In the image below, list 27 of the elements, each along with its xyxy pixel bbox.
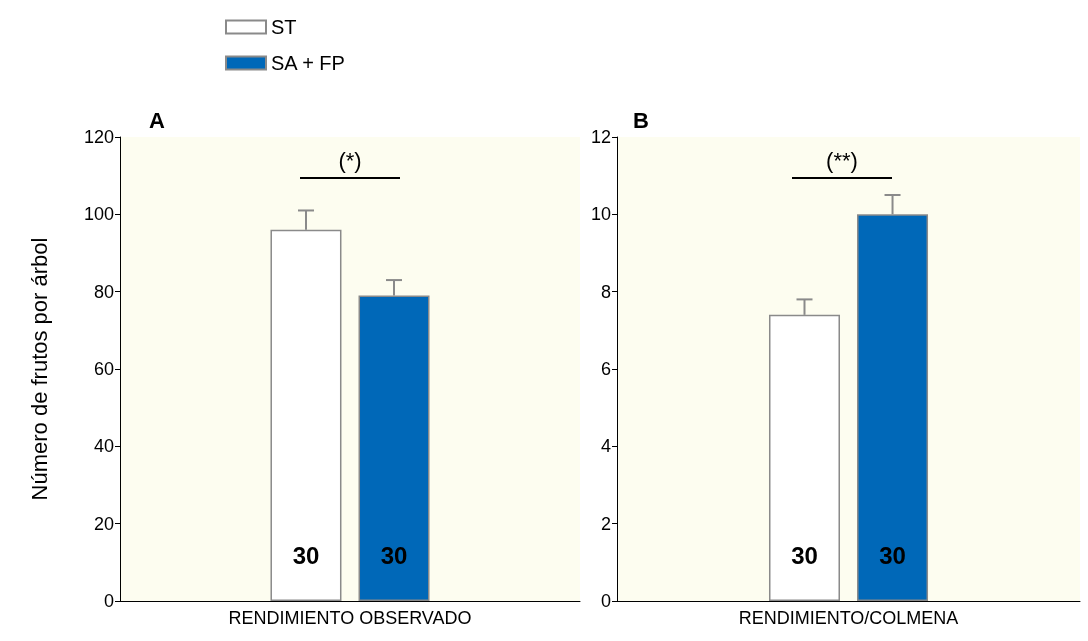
y-tick-label: 10 bbox=[590, 204, 612, 225]
annotation: (*) bbox=[337, 148, 363, 174]
y-axis-title: Número de frutos por árbol bbox=[26, 237, 52, 501]
annotation: 30 bbox=[380, 541, 408, 569]
chart-title: A bbox=[149, 107, 165, 133]
y-tick-label: 20 bbox=[93, 513, 114, 534]
y-tick-label: 60 bbox=[93, 359, 114, 379]
y-tick-label: 6 bbox=[601, 359, 612, 379]
y-tick-label: 12 bbox=[590, 127, 612, 147]
y-tick-label: 0 bbox=[103, 591, 114, 611]
y-tick-label: 4 bbox=[601, 436, 612, 457]
y-tick-label: 80 bbox=[93, 281, 114, 302]
x-tick-label: RENDIMIENTO OBSERVADO bbox=[228, 608, 472, 628]
y-tick-label: 0 bbox=[601, 591, 612, 611]
y-tick-label: 2 bbox=[601, 513, 612, 534]
legend-label: ST bbox=[271, 16, 297, 38]
y-tick-label: 100 bbox=[83, 204, 114, 225]
annotation: (**) bbox=[825, 148, 859, 174]
chart-title: B bbox=[633, 107, 649, 133]
y-tick-label: 40 bbox=[93, 436, 114, 457]
x-tick-label: RENDIMIENTO/COLMENA bbox=[738, 608, 959, 628]
y-tick-label: 120 bbox=[83, 127, 114, 147]
annotation: 30 bbox=[791, 541, 818, 569]
y-tick-label: 8 bbox=[601, 281, 612, 302]
annotation: 30 bbox=[879, 541, 906, 569]
legend-label: SA + FP bbox=[271, 52, 345, 74]
annotation: 30 bbox=[292, 541, 320, 569]
